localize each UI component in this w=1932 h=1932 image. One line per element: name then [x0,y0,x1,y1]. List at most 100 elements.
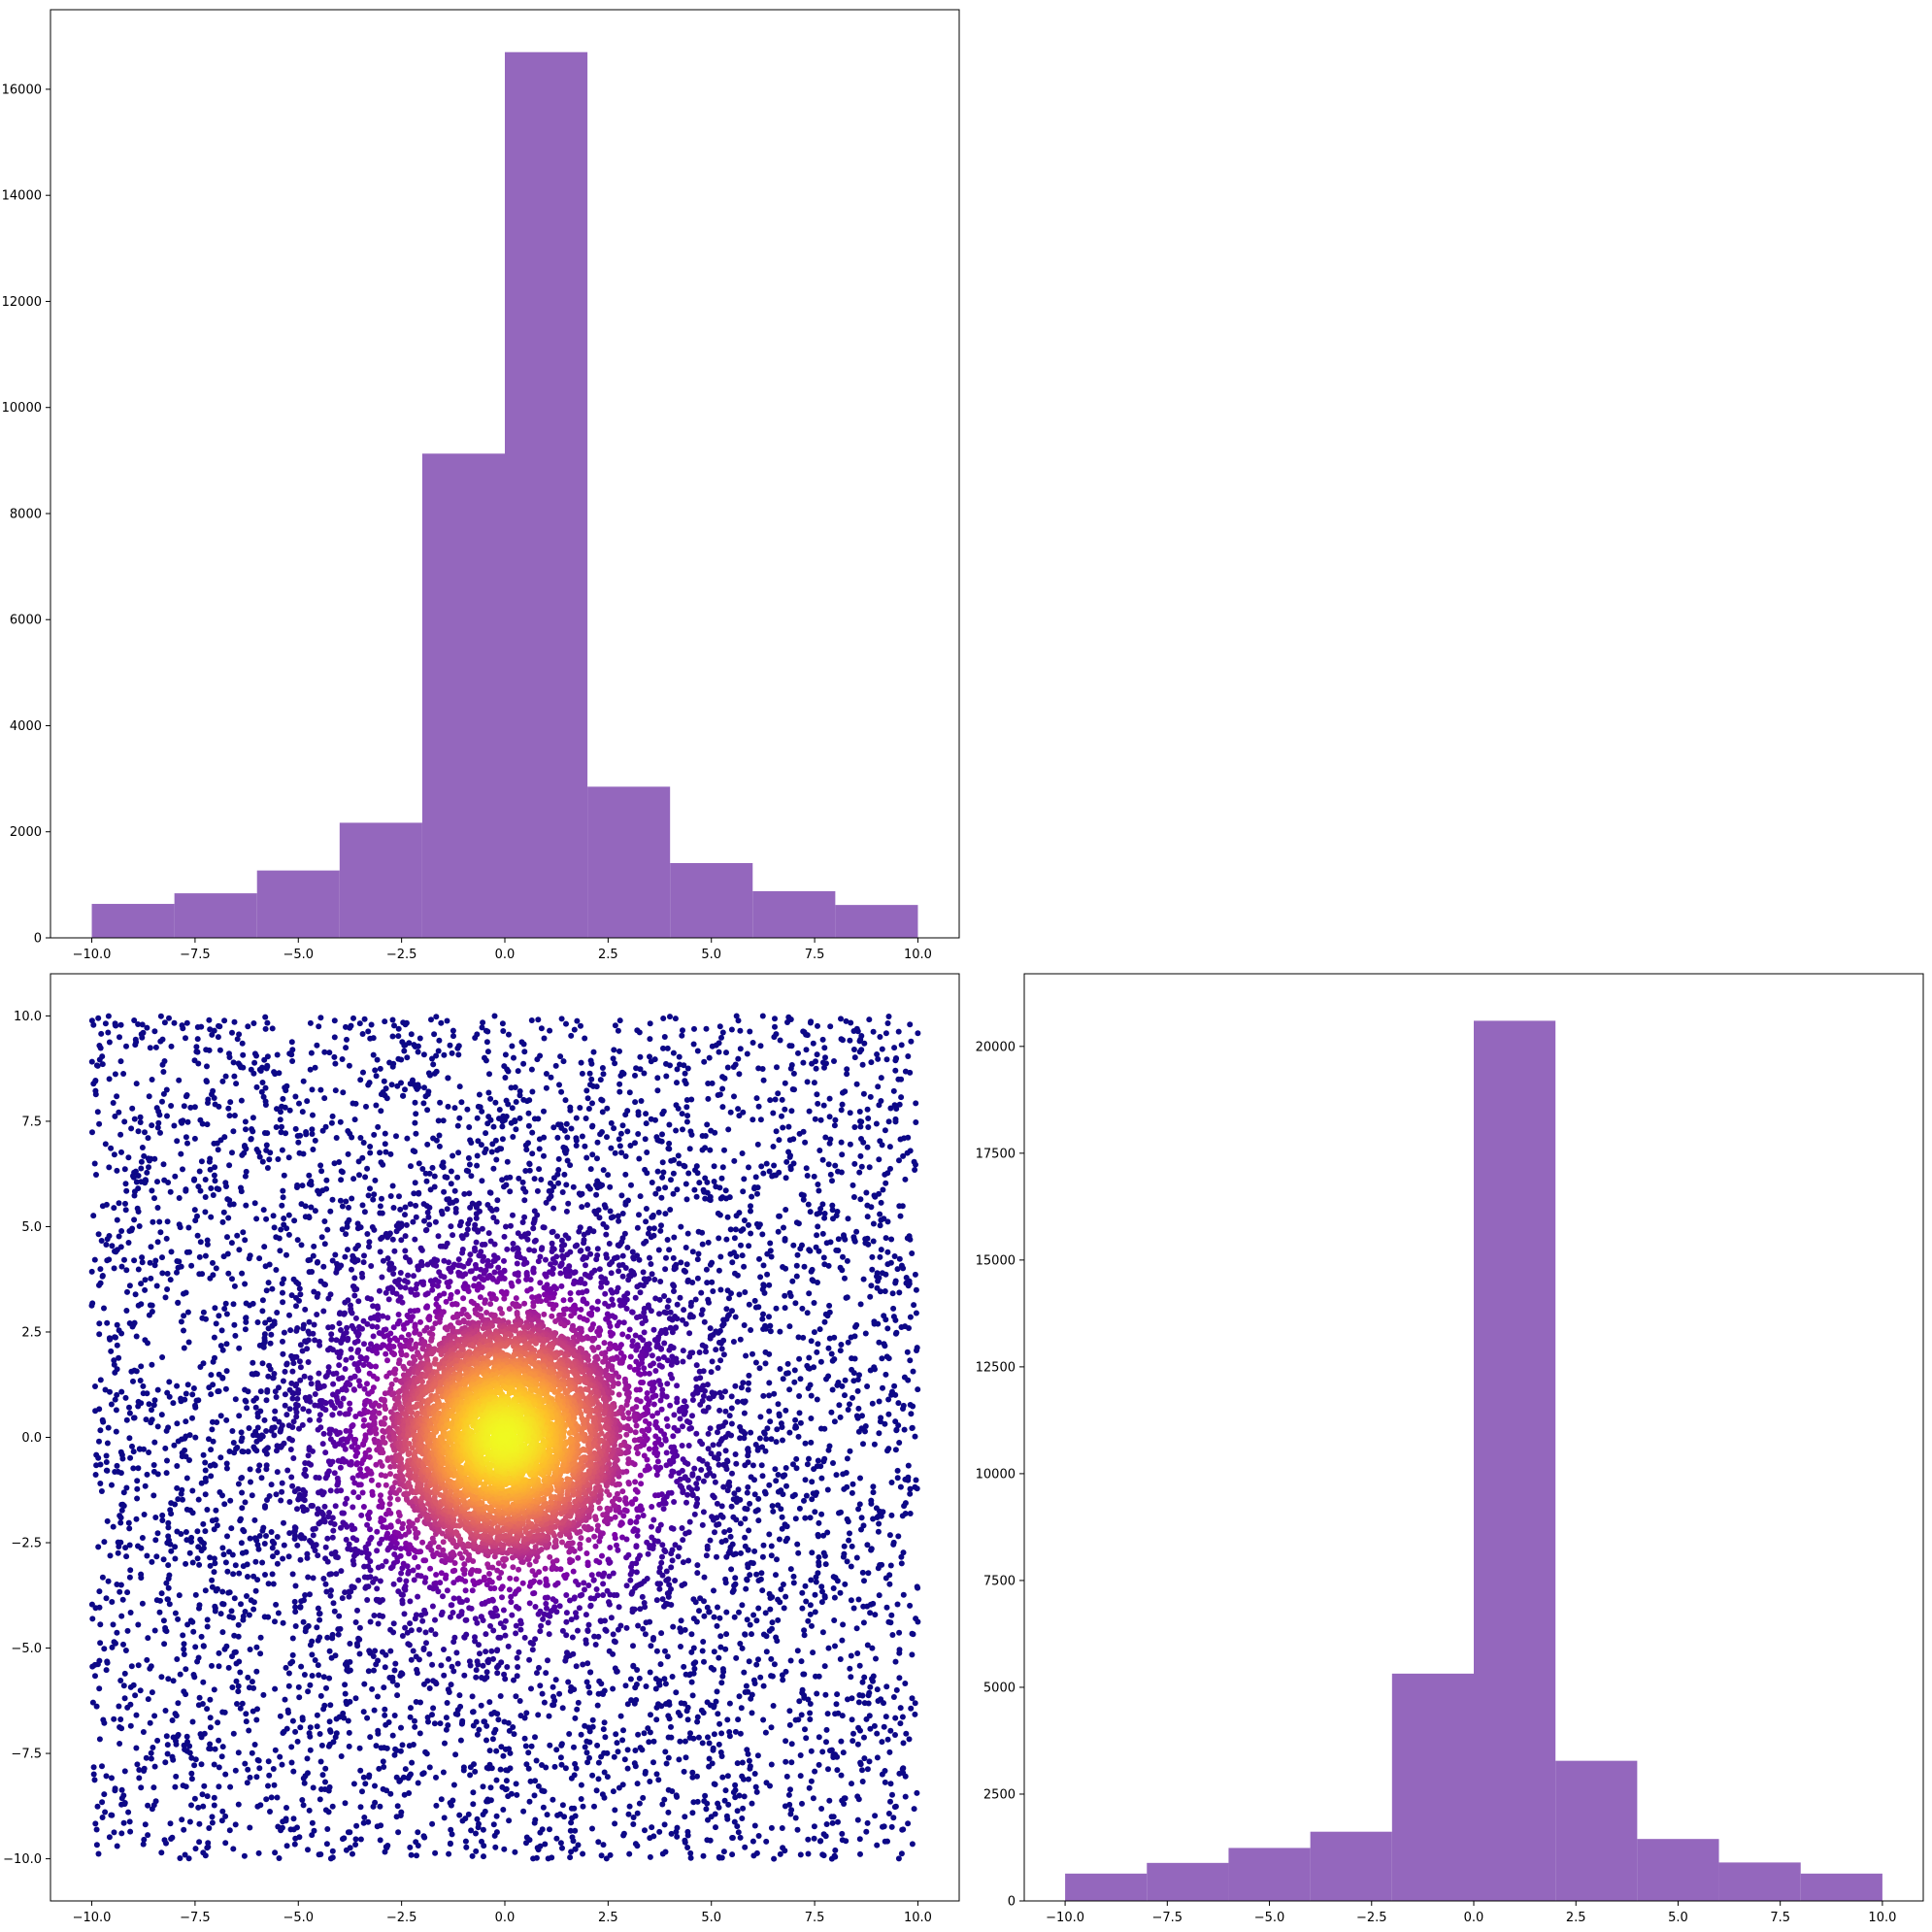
scatter-point [689,1692,696,1699]
scatter-point [178,1318,184,1325]
scatter-point [707,1261,714,1268]
scatter-point [333,1730,340,1737]
scatter-point [209,1662,215,1669]
scatter-point [736,1113,743,1119]
scatter-point [238,1188,245,1195]
scatter-point [787,1166,794,1173]
scatter-point [440,1117,447,1124]
scatter-point [749,1710,755,1716]
scatter-point [762,1448,769,1454]
scatter-point [210,1438,217,1445]
scatter-point [167,1820,174,1827]
scatter-point [223,1341,230,1348]
scatter-point [694,1275,701,1282]
scatter-point [160,1161,167,1168]
scatter-point [118,1725,125,1732]
scatter-point [259,1080,266,1085]
scatter-point [814,1396,820,1403]
scatter-point [466,1161,473,1168]
scatter-point [462,1838,469,1845]
scatter-point [797,1851,804,1858]
scatter-point [212,1354,217,1361]
scatter-point [661,1034,668,1040]
scatter-point [611,1047,617,1053]
scatter-point [154,1386,161,1393]
scatter-point [535,1782,542,1789]
scatter-point [470,1801,477,1808]
scatter-point [212,1560,218,1567]
scatter-point [404,1054,411,1061]
scatter-point [863,1828,870,1835]
scatter-point [650,1759,656,1766]
scatter-point [887,1798,893,1805]
scatter-point [452,1751,459,1758]
scatter-point [218,1817,225,1824]
scatter-point [837,1656,844,1662]
scatter-point [892,1418,899,1425]
scatter-point [480,1783,486,1790]
scatter-point [191,1795,198,1802]
scatter-point [200,1849,207,1856]
scatter-point [736,1071,743,1078]
scatter-point [883,1371,889,1378]
scatter-point [886,1749,893,1755]
scatter-point [413,1130,419,1137]
scatter-point [345,1150,351,1157]
scatter-point [603,1855,610,1862]
scatter-point [236,1345,243,1351]
scatter-point [684,1065,691,1072]
scatter-point [189,1559,196,1566]
scatter-point [97,1481,104,1486]
scatter-point [168,1043,175,1049]
scatter-point [675,1105,682,1112]
scatter-point [632,1140,638,1147]
scatter-point [546,1713,552,1719]
scatter-point [441,1672,448,1679]
scatter-point [191,1207,198,1214]
scatter-point [279,1422,285,1429]
scatter-point [825,1766,831,1773]
scatter-point [800,1196,807,1203]
scatter-point [728,1393,735,1400]
scatter-point [521,1197,528,1204]
scatter-point [810,1490,816,1497]
scatter-point [280,1299,286,1306]
scatter-point [274,1549,281,1556]
scatter-point [649,1214,655,1220]
scatter-point [516,1092,523,1099]
scatter-point [347,1667,353,1674]
scatter-point [349,1266,354,1273]
scatter-point [99,1273,106,1279]
scatter-point [331,1160,338,1167]
scatter-point [833,1701,840,1708]
scatter-point [912,1433,918,1440]
scatter-point [704,1121,711,1128]
scatter-point [162,1759,169,1766]
scatter-point [160,1556,167,1563]
scatter-point [125,1519,132,1526]
scatter-point [864,1819,871,1826]
scatter-point [416,1190,422,1197]
scatter-point [634,1224,641,1231]
scatter-point [648,1058,654,1065]
scatter-point [504,1158,511,1165]
scatter-point [331,1017,338,1024]
scatter-point [450,1797,456,1804]
scatter-point [236,1031,243,1038]
scatter-point [584,1660,591,1667]
scatter-point [725,1126,732,1133]
scatter-point [288,1474,295,1481]
scatter-point [245,1674,251,1681]
scatter-point [274,1534,281,1540]
scatter-point [713,1347,719,1353]
scatter-point [111,1715,117,1722]
scatter-point [666,1582,673,1588]
scatter-point [279,1761,285,1768]
scatter-point [239,1270,246,1277]
scatter-point [692,1659,699,1666]
scatter-point [792,1416,799,1423]
scatter-point [443,1715,450,1721]
scatter-point [915,1030,921,1037]
scatter-point [870,1483,877,1490]
scatter-point [678,1644,683,1649]
